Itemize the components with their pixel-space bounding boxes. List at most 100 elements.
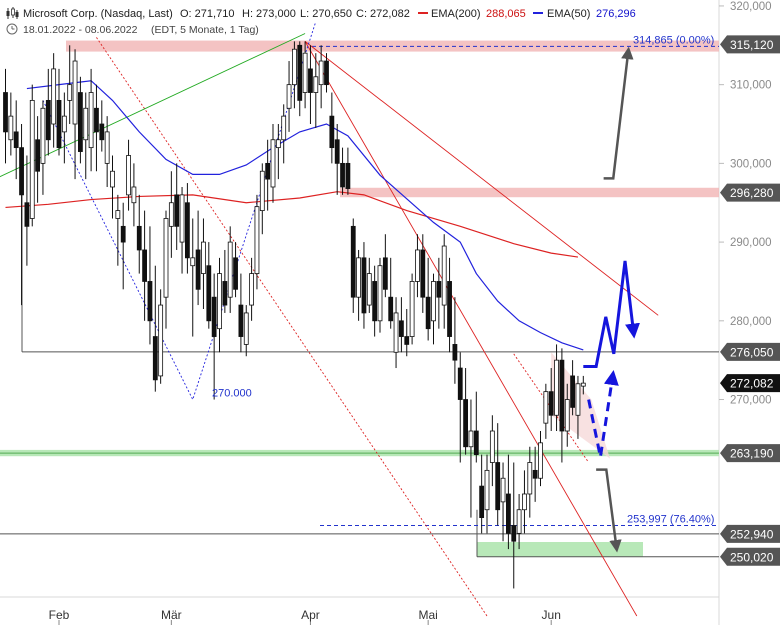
annotation-label: 270.000 <box>212 388 252 400</box>
candle-up <box>270 139 276 188</box>
close-value: C: 272,082 <box>356 8 410 20</box>
candle-up <box>126 155 131 196</box>
candle-up <box>179 194 185 243</box>
candle-up <box>67 84 73 101</box>
candle-up <box>415 249 420 282</box>
x-tick-label: Mär <box>161 608 182 622</box>
candle-down <box>19 147 24 196</box>
candle-up <box>489 430 495 463</box>
candle-down <box>78 92 83 152</box>
candle-up <box>313 76 319 93</box>
candle-down <box>297 44 303 101</box>
projection-solid-gray-down <box>596 468 622 553</box>
candle-up <box>441 245 447 306</box>
candle-down <box>420 249 426 298</box>
trendline <box>0 33 306 178</box>
candle-down <box>211 296 217 337</box>
projection-dashed-blue <box>587 369 619 458</box>
price-label-text: 272,082 <box>730 377 774 391</box>
candle-up <box>131 186 137 204</box>
candle-up <box>217 273 222 330</box>
candle-down <box>238 304 244 337</box>
candle-down <box>511 525 517 542</box>
open-value: O: 271,710 <box>180 8 234 20</box>
candle-up <box>104 131 110 164</box>
candle-up <box>110 170 115 188</box>
candle-down <box>350 225 356 298</box>
candle-up <box>500 477 506 503</box>
candle-up <box>543 391 549 424</box>
candle-up <box>538 442 543 479</box>
price-label-text: 252,940 <box>730 527 774 541</box>
price-label-box <box>720 374 780 393</box>
price-label-text: 276,050 <box>730 345 774 359</box>
y-tick-label: 290,000 <box>730 237 772 249</box>
candle-down <box>447 281 452 337</box>
candle-up <box>72 60 78 125</box>
support-band-250 <box>477 542 643 557</box>
candle-up <box>291 48 297 86</box>
ema-lines <box>5 80 584 351</box>
candle-down <box>233 257 238 290</box>
candle-down <box>345 162 351 189</box>
candle-up <box>243 312 249 345</box>
candle-down <box>24 202 30 227</box>
trendline <box>96 37 488 617</box>
price-axis: 270,000 280,000 290,000 300,000 310,000 320,0… <box>719 1 780 566</box>
y-tick-label: 300,000 <box>730 158 772 170</box>
candles <box>3 41 586 589</box>
candle-up <box>8 115 14 141</box>
candle-down <box>548 391 554 416</box>
candle-up <box>115 210 121 219</box>
candle-down <box>495 462 501 511</box>
ema200-label: EMA(200) <box>431 8 481 20</box>
x-tick-label: Mai <box>418 608 437 622</box>
candle-down <box>505 493 511 534</box>
candle-down <box>308 68 313 93</box>
trendline <box>304 41 659 316</box>
price-label-box <box>720 342 780 361</box>
projection-solid-blue <box>583 260 640 368</box>
candle-up <box>468 430 474 448</box>
candle-up <box>575 383 581 416</box>
candle-down <box>152 336 158 381</box>
candle-up <box>158 304 164 377</box>
x-tick-label: Apr <box>301 608 320 622</box>
candle-up <box>393 312 399 353</box>
ema50-label: EMA(50) <box>547 8 590 20</box>
candle-up <box>522 493 527 511</box>
candle-up <box>88 92 94 149</box>
candle-down <box>94 107 99 133</box>
x-tick-label: Feb <box>49 608 70 622</box>
clock-icon <box>6 23 18 35</box>
candle-down <box>479 485 485 519</box>
price-label-box <box>720 524 780 543</box>
symbol-label: Microsoft Corp. (Nasdaq, Last) <box>23 8 173 20</box>
price-label-252-940: 252,940 <box>720 524 780 543</box>
candle-up <box>484 469 490 511</box>
candle-up <box>29 99 35 219</box>
candle-down <box>195 249 201 290</box>
candle-down <box>463 399 469 448</box>
candle-up <box>409 281 415 337</box>
price-label-box <box>720 183 780 202</box>
candle-down <box>56 99 62 149</box>
candle-up <box>286 84 292 109</box>
trendline <box>304 41 638 617</box>
y-tick-label: 310,000 <box>730 80 772 92</box>
candle-down <box>142 249 148 282</box>
period-info: (EDT, 5 Monate, 1 Tag) <box>151 24 259 36</box>
ema50-value: 276,296 <box>596 8 636 20</box>
annotation-label: 253,997 (76.40%) <box>627 513 714 525</box>
candle-up <box>254 206 260 274</box>
candle-down <box>457 367 463 400</box>
candle-down <box>329 115 335 149</box>
candle-up <box>302 52 308 93</box>
ema50-line <box>26 80 584 351</box>
candle-down <box>473 430 479 456</box>
price-label-box <box>720 35 780 54</box>
candle-up <box>61 115 67 133</box>
candle-up <box>190 257 196 267</box>
chart-type-icon[interactable] <box>5 7 19 19</box>
candle-up <box>51 68 57 125</box>
